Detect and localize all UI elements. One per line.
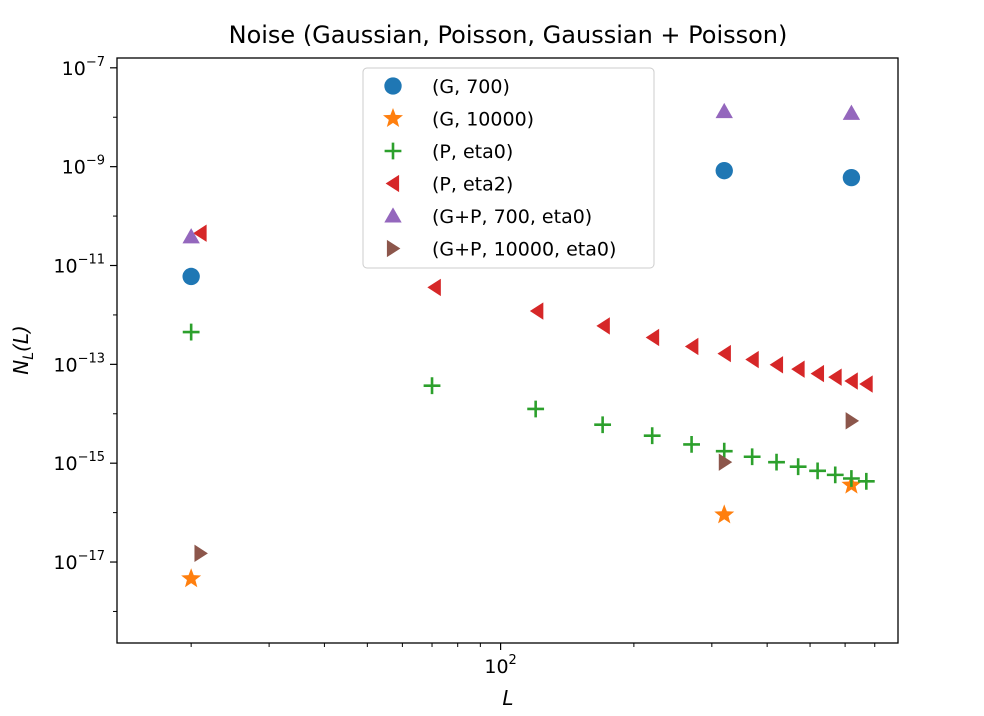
data-point (194, 544, 208, 563)
data-point (683, 436, 700, 453)
series-5 (182, 102, 861, 244)
data-point (809, 462, 826, 480)
x-tick-label: 102 (484, 653, 516, 678)
data-point (768, 453, 785, 471)
data-point (527, 400, 545, 418)
legend-marker (386, 239, 401, 258)
data-point (745, 350, 759, 369)
data-point (769, 356, 784, 374)
legend-label: (P, eta0) (432, 141, 513, 163)
markers (181, 102, 875, 588)
data-point (717, 344, 731, 363)
y-tick-label: 10−7 (62, 55, 105, 80)
data-point (715, 161, 733, 180)
y-tick-label: 10−9 (62, 154, 105, 179)
legend-entry: (G, 10000) (383, 108, 534, 131)
y-tick-label: 10−11 (53, 253, 105, 278)
data-point (743, 448, 761, 466)
plot-frame (116, 57, 899, 644)
legend-entry: (P, eta2) (385, 174, 513, 196)
data-point (715, 442, 733, 460)
legend-marker (385, 174, 400, 193)
y-tick-label: 10−17 (53, 549, 105, 574)
legend-marker (384, 77, 402, 95)
data-point (842, 104, 861, 120)
series-6 (194, 412, 860, 563)
data-point (828, 368, 842, 386)
y-axis: 10−17 10−15 10−13 10−11 10−9 10−7 (53, 55, 117, 612)
legend-box (362, 67, 655, 269)
data-point (715, 102, 733, 119)
data-point (193, 224, 207, 242)
data-point (423, 377, 441, 395)
plot-area (116, 57, 899, 644)
data-point (826, 466, 844, 484)
data-point (718, 453, 733, 471)
data-point (182, 228, 200, 244)
data-point (789, 458, 807, 476)
data-point (791, 360, 805, 378)
x-axis-label: L (502, 686, 513, 710)
legend: (G, 700) (G, 10000) (P, eta0) (P, eta2) (G+P… (362, 67, 655, 269)
legend-label: (G+P, 700, eta0) (432, 206, 592, 228)
y-axis-label: NL(L) (9, 325, 37, 375)
data-point (843, 470, 860, 487)
data-point (859, 375, 873, 393)
legend-marker (384, 142, 402, 160)
series-2 (181, 474, 862, 588)
y-tick-label: 10−13 (53, 351, 105, 376)
legend-entry: (G, 700) (384, 76, 510, 98)
data-point (845, 412, 860, 430)
x-axis: 102 (190, 643, 876, 678)
data-point (529, 302, 544, 320)
data-point (684, 337, 699, 356)
legend-label: (G, 700) (432, 76, 510, 98)
legend-entry: (G+P, 700, eta0) (384, 206, 592, 228)
data-point (594, 416, 612, 434)
legend-label: (G, 10000) (432, 109, 534, 131)
series-4 (193, 224, 873, 393)
data-point (182, 323, 200, 341)
legend-entries: (G, 700) (G, 10000) (P, eta0) (P, eta2) (G+P… (383, 76, 616, 261)
data-point (182, 267, 200, 286)
chart-title: Noise (Gaussian, Poisson, Gaussian + Poi… (229, 21, 788, 49)
data-point (844, 372, 858, 390)
data-point (645, 328, 660, 347)
legend-marker (383, 108, 403, 127)
data-point (643, 427, 661, 445)
data-point (810, 364, 825, 383)
data-point (427, 278, 441, 297)
legend-label: (G+P, 10000, eta0) (432, 239, 616, 261)
data-point (596, 317, 610, 335)
legend-label: (P, eta2) (432, 174, 513, 196)
legend-entry: (P, eta0) (384, 141, 513, 163)
legend-entry: (G+P, 10000, eta0) (386, 239, 616, 261)
data-point (842, 168, 861, 187)
data-point (181, 568, 202, 588)
data-point (714, 504, 735, 524)
legend-marker (384, 207, 402, 223)
svg-text:NL(L): NL(L) (9, 325, 37, 375)
series-3 (182, 323, 875, 490)
series-1 (182, 161, 861, 286)
data-point (857, 472, 875, 490)
y-tick-label: 10−15 (53, 450, 105, 475)
